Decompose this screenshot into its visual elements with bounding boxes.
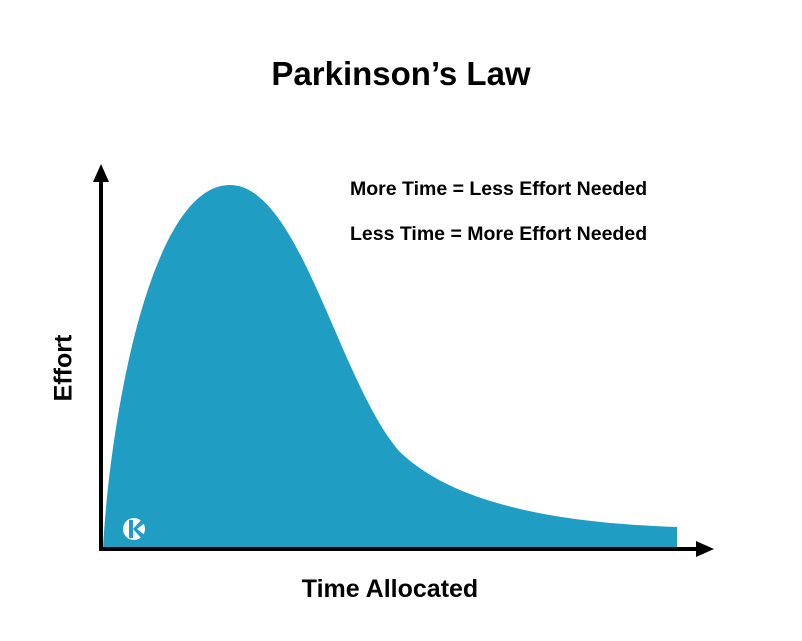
y-axis-arrow (93, 164, 109, 182)
x-axis-arrow (696, 541, 714, 557)
y-axis-label: Effort (49, 334, 78, 402)
diagram-title: Parkinson’s Law (271, 55, 531, 92)
annotation-more-time: More Time = Less Effort Needed (350, 178, 648, 200)
effort-curve-area (103, 185, 677, 549)
k-logo-icon (123, 518, 146, 540)
x-axis-label: Time Allocated (301, 575, 479, 603)
annotation-less-time: Less Time = More Effort Needed (350, 223, 648, 245)
